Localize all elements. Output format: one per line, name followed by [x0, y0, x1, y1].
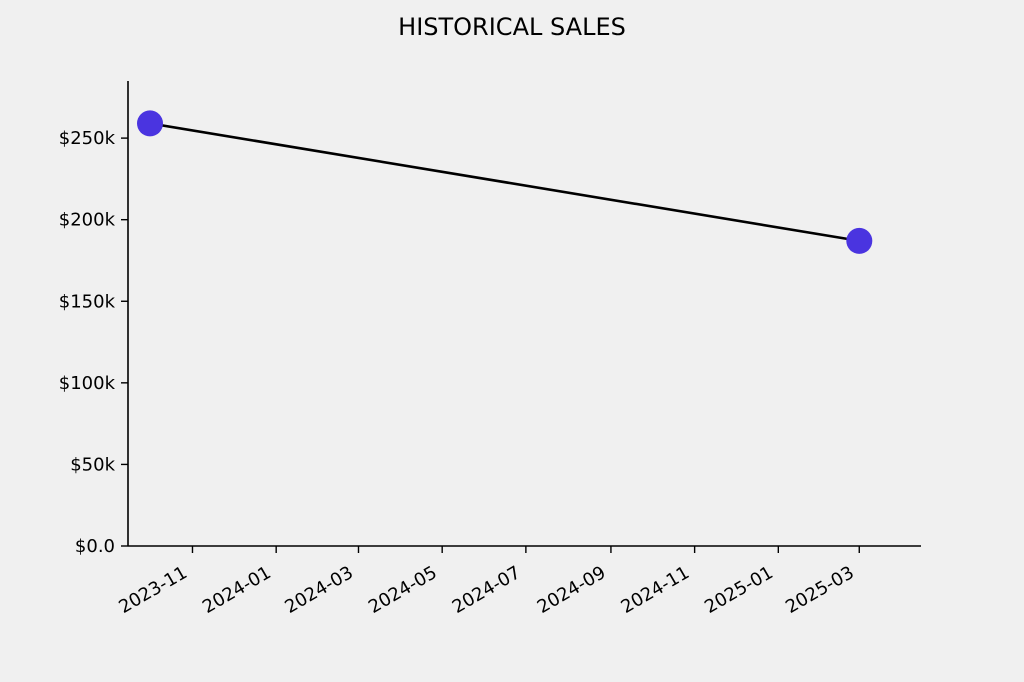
data-point [846, 227, 873, 254]
x-tick-label: 2023-11 [115, 562, 191, 618]
x-tick-label: 2024-09 [534, 562, 610, 618]
x-tick-label: 2024-01 [199, 562, 275, 618]
y-tick-label: $200k [59, 210, 116, 231]
y-tick-label: $150k [59, 291, 116, 312]
series-line [149, 122, 860, 243]
y-tick-label: $0.0 [75, 536, 115, 557]
x-tick-label: 2024-03 [281, 562, 357, 618]
chart-title: HISTORICAL SALES [398, 13, 626, 41]
y-tick-label: $100k [59, 373, 116, 394]
y-tick-label: $250k [59, 128, 116, 149]
x-tick-label: 2025-01 [701, 562, 777, 618]
data-point [137, 110, 163, 137]
y-tick-label: $50k [70, 454, 115, 475]
x-tick-label: 2024-11 [617, 562, 693, 618]
x-tick-label: 2024-07 [449, 562, 525, 618]
x-tick-label: 2025-03 [782, 562, 858, 618]
x-tick-label: 2024-05 [365, 562, 441, 618]
